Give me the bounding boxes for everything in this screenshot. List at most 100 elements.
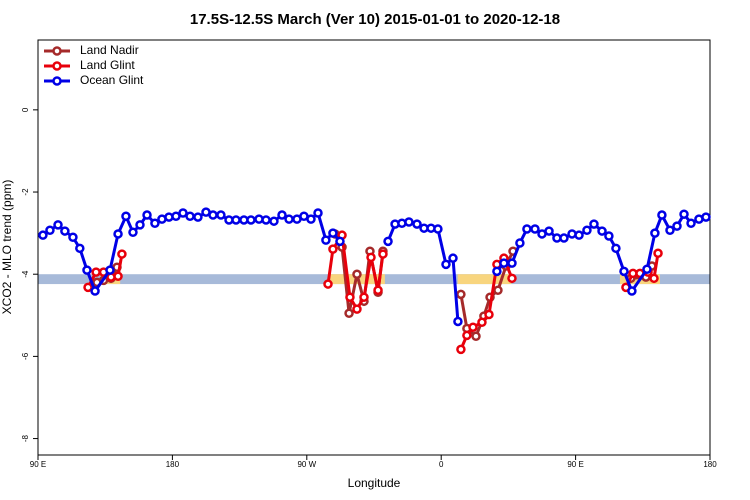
data-point: [366, 252, 376, 263]
legend-label: Ocean Glint: [80, 73, 144, 87]
data-point: [574, 230, 584, 240]
data-point: [261, 215, 271, 225]
x-tick-label: 180: [166, 460, 180, 469]
data-point: [507, 273, 517, 284]
data-point: [665, 225, 675, 235]
x-tick-label: 90 E: [30, 460, 46, 469]
legend-marker: [52, 61, 62, 71]
data-point: [135, 220, 145, 230]
data-point: [83, 282, 93, 293]
data-point: [359, 292, 369, 302]
data-point: [507, 258, 517, 268]
data-point: [185, 211, 195, 222]
data-point: [306, 214, 316, 224]
data-point: [231, 215, 241, 225]
plot-frame: [37, 39, 711, 456]
data-point: [352, 269, 362, 279]
data-point: [619, 266, 629, 277]
data-point: [462, 330, 472, 341]
data-point: [559, 233, 569, 243]
data-point: [105, 265, 115, 275]
data-point: [456, 289, 466, 300]
legend-marker: [52, 46, 62, 56]
data-point: [68, 232, 78, 242]
data-point: [117, 249, 127, 259]
x-tick-label: 90 E: [567, 460, 583, 469]
data-point: [493, 285, 503, 295]
data-point: [649, 273, 659, 284]
data-point: [701, 212, 711, 222]
data-point: [277, 210, 287, 220]
y-tick-label: -4: [21, 270, 30, 278]
data-point: [60, 226, 70, 236]
x-tick-label: 0: [439, 460, 444, 469]
data-point: [142, 210, 152, 220]
data-point: [530, 224, 540, 234]
data-point: [352, 304, 362, 314]
data-point: [433, 224, 443, 234]
data-point: [344, 308, 354, 318]
x-axis-label: Longitude: [348, 476, 401, 490]
data-point: [313, 208, 323, 218]
data-point: [441, 259, 451, 270]
data-point: [323, 279, 333, 289]
data-point: [604, 231, 614, 241]
data-point: [90, 286, 100, 296]
data-point: [477, 317, 487, 328]
data-point: [82, 265, 92, 275]
data-point: [686, 218, 696, 229]
x-tick-label: 90 W: [297, 460, 316, 469]
data-point: [328, 228, 338, 238]
data-point: [471, 331, 481, 342]
data-point: [522, 224, 532, 234]
data-point: [246, 215, 256, 225]
data-point: [45, 225, 55, 235]
data-point: [404, 217, 414, 227]
data-point: [544, 226, 554, 236]
data-point: [642, 264, 652, 275]
data-point: [269, 216, 279, 226]
data-point: [335, 236, 345, 247]
data-point: [499, 258, 509, 268]
data-point: [53, 220, 63, 230]
data-point: [121, 211, 131, 222]
reference-band: [457, 274, 512, 285]
data-point: [171, 211, 181, 222]
data-point: [113, 271, 123, 282]
data-point: [448, 253, 458, 263]
data-point: [345, 292, 355, 302]
data-point: [492, 266, 502, 277]
data-point: [208, 210, 218, 220]
data-point: [216, 210, 226, 220]
data-point: [383, 236, 393, 247]
data-point: [679, 209, 689, 219]
data-point: [321, 235, 331, 245]
data-point: [284, 214, 294, 224]
y-axis-label: XCO2 - MLO trend (ppm): [0, 180, 14, 315]
legend-label: Land Glint: [80, 58, 135, 72]
data-point: [91, 267, 101, 277]
series-line: [96, 233, 654, 339]
data-point: [128, 227, 138, 238]
data-point: [178, 208, 188, 218]
y-tick-label: -6: [21, 352, 30, 360]
data-point: [627, 286, 637, 296]
data-point: [611, 243, 621, 254]
data-point: [484, 309, 494, 320]
data-point: [412, 219, 422, 229]
legend-label: Land Nadir: [80, 43, 139, 57]
data-point: [38, 230, 48, 240]
data-point: [328, 244, 338, 254]
data-point: [657, 210, 667, 220]
data-point: [456, 344, 466, 355]
data-point: [582, 225, 592, 235]
data-point: [75, 243, 85, 254]
data-point: [597, 226, 607, 236]
legend-marker: [52, 76, 62, 86]
data-point: [653, 248, 663, 259]
chart-title: 17.5S-12.5S March (Ver 10) 2015-01-01 to…: [190, 11, 560, 28]
y-tick-label: -8: [21, 434, 30, 442]
data-point: [589, 219, 599, 229]
data-point: [453, 316, 463, 327]
